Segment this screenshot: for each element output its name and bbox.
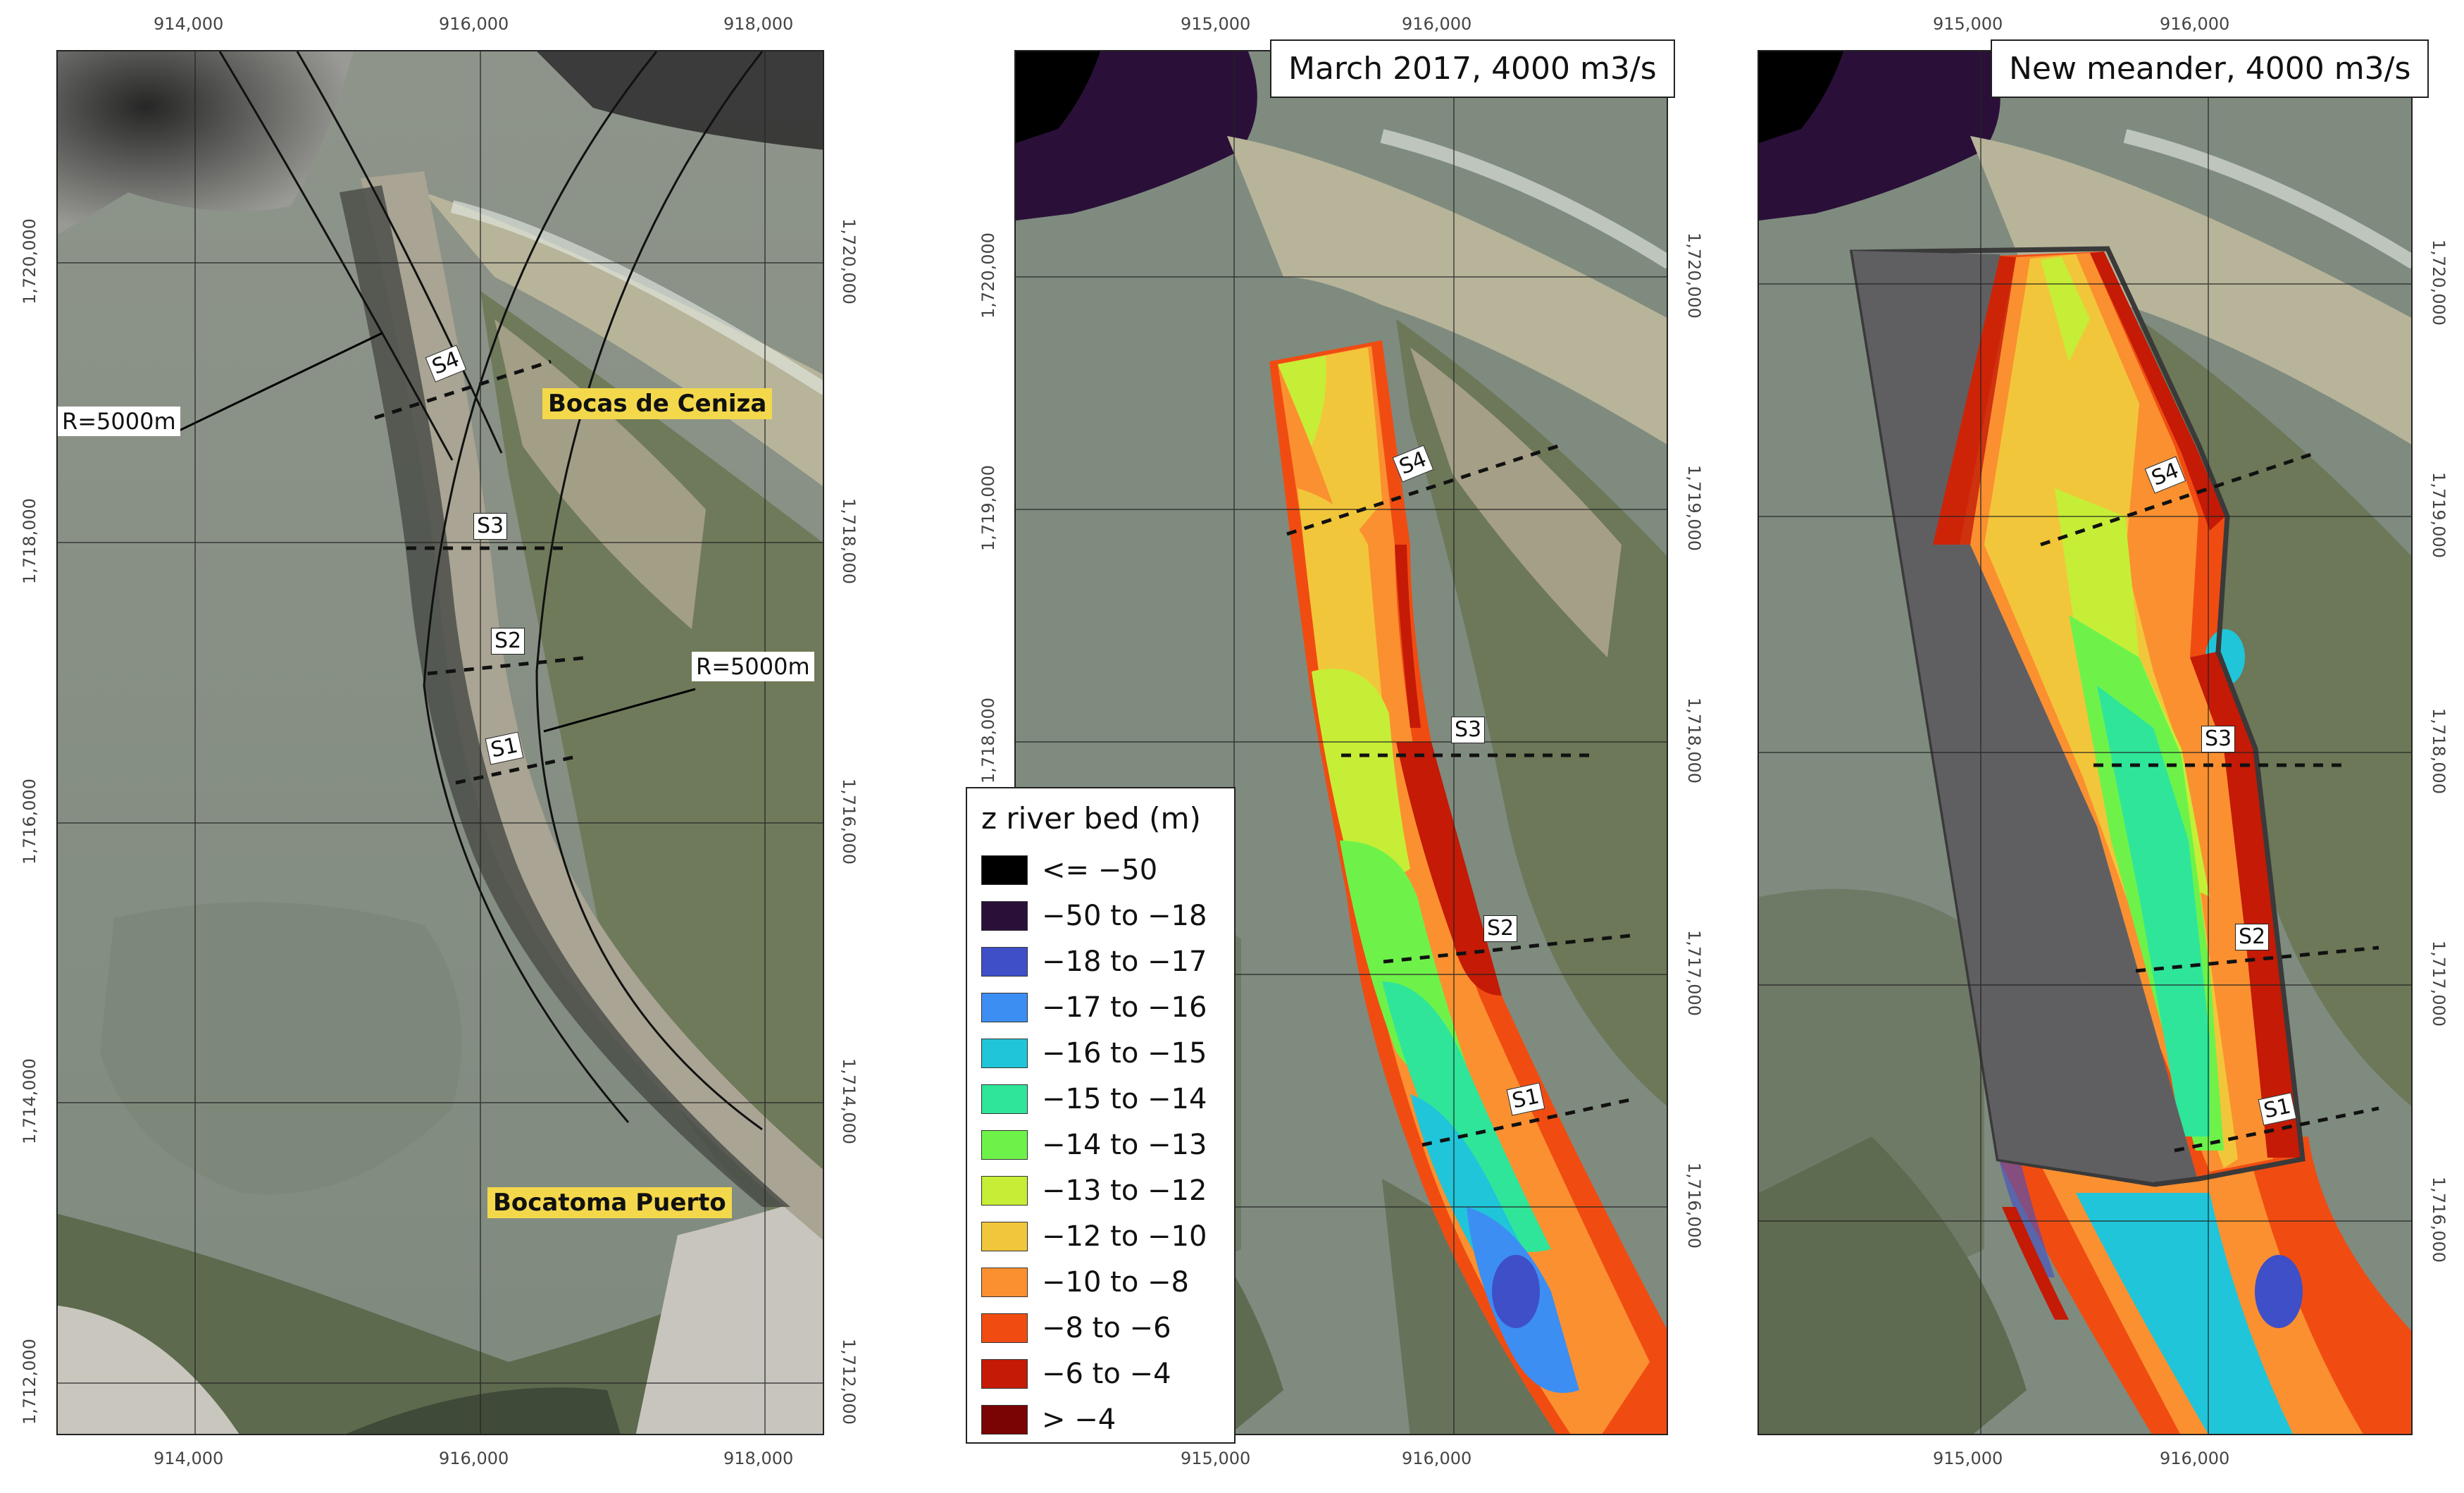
middle-y-tick-r-0: 1,720,000	[1684, 232, 1704, 319]
legend-item: −15 to −14	[981, 1076, 1220, 1122]
left-y-tick-2: 1,716,000	[20, 778, 39, 865]
middle-x-tick-bottom-0: 915,000	[1181, 1449, 1251, 1468]
legend-label: −10 to −8	[1042, 1265, 1189, 1299]
right-y-tick-r-0: 1,720,000	[2429, 239, 2449, 326]
place-label-bocas-de-ceniza: Bocas de Ceniza	[542, 388, 773, 419]
legend-swatch	[981, 1038, 1028, 1068]
legend-swatch	[981, 1313, 1028, 1343]
left-y-tick-r-3: 1,714,000	[839, 1058, 859, 1145]
section-label-s3: S3	[473, 513, 508, 540]
section-label-s2: S2	[491, 628, 525, 655]
radius-label-right: R=5000m	[692, 652, 814, 681]
legend-label: −16 to −15	[1042, 1036, 1207, 1070]
legend-item: −12 to −10	[981, 1213, 1220, 1259]
left-y-tick-r-2: 1,716,000	[839, 778, 859, 865]
middle-x-tick-top-1: 916,000	[1402, 14, 1472, 34]
legend-swatch	[981, 1221, 1028, 1251]
legend-swatch	[981, 992, 1028, 1022]
left-map-panel: S4 S3 S2 S1 Bocas de Ceniza Bocatoma Pue…	[56, 50, 824, 1435]
right-x-tick-bottom-1: 916,000	[2160, 1449, 2230, 1468]
right-y-tick-r-2: 1,718,000	[2429, 707, 2449, 795]
left-x-tick-top-1: 916,000	[439, 14, 509, 34]
right-y-tick-r-1: 1,719,000	[2429, 471, 2449, 559]
middle-y-tick-0: 1,720,000	[978, 232, 998, 319]
right-y-tick-r-3: 1,717,000	[2429, 940, 2449, 1027]
middle-y-tick-r-1: 1,719,000	[1684, 464, 1704, 552]
left-y-tick-r-4: 1,712,000	[839, 1338, 859, 1425]
left-x-tick-top-2: 918,000	[723, 14, 794, 34]
section-label-s3: S3	[2201, 726, 2236, 752]
legend-item: −17 to −16	[981, 984, 1220, 1030]
legend-items: <= −50 −50 to −18 −18 to −17 −17 to −16 −16 …	[981, 847, 1220, 1442]
left-y-tick-4: 1,712,000	[20, 1338, 39, 1425]
right-map-panel: S4 S3 S2 S1	[1757, 50, 2413, 1435]
legend-item: −8 to −6	[981, 1305, 1220, 1351]
legend-swatch	[981, 1358, 1028, 1389]
right-x-tick-top-1: 916,000	[2160, 14, 2230, 34]
legend-label: −6 to −4	[1042, 1357, 1171, 1390]
left-x-tick-bottom-1: 916,000	[439, 1449, 509, 1468]
legend-label: −13 to −12	[1042, 1174, 1207, 1207]
legend-item: −6 to −4	[981, 1351, 1220, 1396]
legend-swatch	[981, 1084, 1028, 1114]
middle-y-tick-2: 1,718,000	[978, 697, 998, 784]
legend-swatch	[981, 1267, 1028, 1297]
legend-item: −18 to −17	[981, 938, 1220, 984]
section-label-s2: S2	[2235, 924, 2270, 950]
place-label-bocatoma-puerto: Bocatoma Puerto	[487, 1187, 732, 1218]
left-y-tick-1: 1,718,000	[20, 497, 39, 585]
legend-item: > −4	[981, 1396, 1220, 1442]
right-panel-title: New meander, 4000 m3/s	[1991, 39, 2429, 98]
right-y-tick-r-4: 1,716,000	[2429, 1176, 2449, 1263]
right-x-tick-top-0: 915,000	[1933, 14, 2003, 34]
right-x-tick-bottom-0: 915,000	[1933, 1449, 2003, 1468]
legend-label: −18 to −17	[1042, 945, 1207, 978]
legend-item: −10 to −8	[981, 1259, 1220, 1305]
legend-swatch	[981, 1404, 1028, 1435]
legend-swatch	[981, 1129, 1028, 1160]
legend-swatch	[981, 1175, 1028, 1206]
legend-swatch	[981, 855, 1028, 885]
legend-item: −16 to −15	[981, 1030, 1220, 1076]
legend-label: −12 to −10	[1042, 1220, 1207, 1253]
left-x-tick-bottom-2: 918,000	[723, 1449, 794, 1468]
legend-label: −8 to −6	[1042, 1311, 1171, 1344]
middle-panel-title: March 2017, 4000 m3/s	[1270, 39, 1675, 98]
legend-label: −17 to −16	[1042, 991, 1207, 1024]
legend-item: −14 to −13	[981, 1122, 1220, 1167]
legend-label: −14 to −13	[1042, 1128, 1207, 1161]
legend-label: −50 to −18	[1042, 899, 1207, 932]
middle-y-tick-r-2: 1,718,000	[1684, 697, 1704, 784]
legend-item: <= −50	[981, 847, 1220, 893]
legend-swatch	[981, 946, 1028, 977]
left-satellite-map	[58, 51, 823, 1434]
radius-label-left: R=5000m	[58, 407, 180, 436]
left-y-tick-0: 1,720,000	[20, 218, 39, 305]
legend-label: <= −50	[1042, 853, 1158, 886]
left-x-tick-bottom-0: 914,000	[154, 1449, 224, 1468]
legend: z river bed (m) <= −50 −50 to −18 −18 to −…	[966, 787, 1236, 1444]
right-bathymetry-map	[1759, 51, 2411, 1434]
middle-y-tick-r-4: 1,716,000	[1684, 1162, 1704, 1249]
left-x-tick-top-0: 914,000	[154, 14, 224, 34]
legend-label: > −4	[1042, 1403, 1116, 1436]
middle-y-tick-1: 1,719,000	[978, 464, 998, 552]
legend-title: z river bed (m)	[981, 801, 1201, 836]
left-y-tick-r-0: 1,720,000	[839, 218, 859, 305]
middle-x-tick-bottom-1: 916,000	[1402, 1449, 1472, 1468]
legend-label: −15 to −14	[1042, 1082, 1207, 1115]
middle-y-tick-r-3: 1,717,000	[1684, 929, 1704, 1017]
legend-item: −13 to −12	[981, 1167, 1220, 1213]
legend-item: −50 to −18	[981, 893, 1220, 938]
middle-x-tick-top-0: 915,000	[1181, 14, 1251, 34]
legend-swatch	[981, 900, 1028, 931]
left-y-tick-r-1: 1,718,000	[839, 497, 859, 585]
section-label-s3: S3	[1451, 717, 1486, 743]
section-label-s2: S2	[1483, 915, 1518, 942]
left-y-tick-3: 1,714,000	[20, 1058, 39, 1145]
